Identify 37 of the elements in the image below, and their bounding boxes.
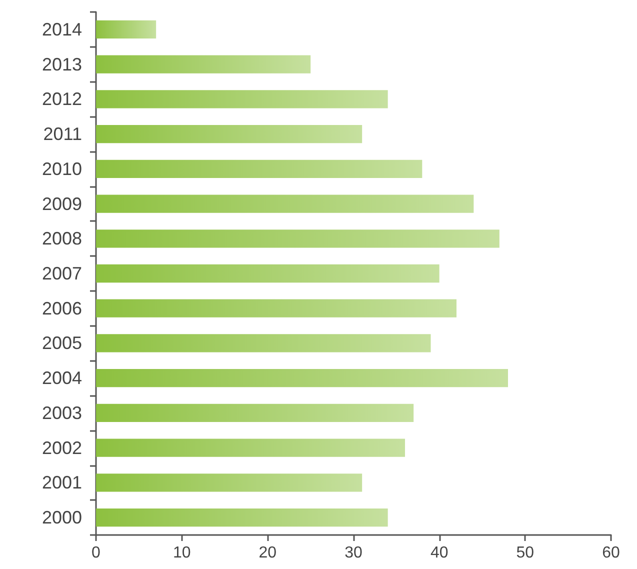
y-tick-label: 2006 (42, 298, 82, 318)
bar (96, 230, 500, 248)
bar (96, 90, 388, 108)
bar (96, 264, 440, 283)
y-tick-label: 2012 (42, 89, 82, 110)
y-tick-label: 2011 (43, 124, 82, 144)
y-tick-label: 2000 (42, 508, 82, 528)
bar (96, 160, 422, 178)
x-tick-label: 20 (258, 544, 277, 562)
x-tick-label: 0 (92, 544, 101, 562)
y-tick-label: 2005 (42, 333, 82, 354)
y-tick-label: 2001 (42, 472, 82, 493)
bar (96, 334, 431, 352)
y-tick-label: 2004 (42, 368, 82, 388)
bar (96, 299, 456, 318)
bar (96, 404, 414, 422)
y-tick-label: 2007 (42, 264, 82, 284)
x-tick-label: 10 (172, 544, 191, 562)
x-tick-label: 60 (602, 544, 620, 562)
x-tick-label: 50 (516, 544, 534, 562)
y-tick-label: 2014 (42, 19, 82, 40)
y-tick-label: 2003 (42, 402, 82, 423)
bar (96, 194, 474, 213)
bar (96, 124, 362, 144)
x-tick-label: 40 (430, 544, 448, 562)
y-tick-label: 2008 (42, 228, 82, 249)
y-tick-label: 2010 (42, 158, 82, 179)
bar (96, 55, 311, 74)
bar (96, 438, 405, 457)
bar (96, 508, 388, 527)
bar (96, 369, 508, 388)
y-tick-label: 2009 (42, 194, 82, 214)
x-tick-label: 30 (344, 544, 362, 562)
bar (96, 20, 156, 38)
y-tick-label: 2002 (42, 438, 82, 458)
bar (96, 474, 362, 492)
y-tick-label: 2013 (42, 54, 82, 74)
